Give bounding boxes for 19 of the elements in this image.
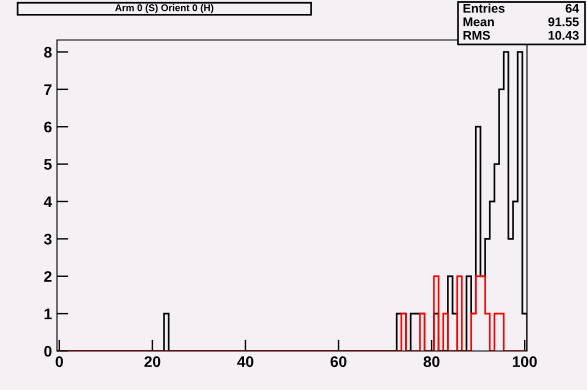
text: Entries 64 bbox=[464, 4, 580, 13]
y-tick-label: 2 bbox=[44, 271, 52, 282]
y-tick-label: 8 bbox=[44, 46, 52, 58]
text: RMS 10.43 bbox=[464, 30, 579, 40]
x-tick-label: 20 bbox=[144, 356, 160, 368]
y-tick-label: 5 bbox=[44, 159, 52, 170]
x-tick-label: 40 bbox=[237, 356, 254, 368]
y-tick-label: 4 bbox=[44, 196, 52, 208]
y-tick-label: 3 bbox=[44, 234, 52, 245]
y-tick-label: 6 bbox=[44, 122, 52, 132]
x-tick-label: 80 bbox=[424, 356, 440, 368]
text: Mean 91.55 bbox=[464, 17, 579, 26]
x-tick-label: 0 bbox=[56, 356, 63, 368]
y-tick-label: 1 bbox=[44, 308, 52, 320]
y-tick-label: 7 bbox=[44, 84, 52, 95]
chart-title: Arm 0 (S) Orient 0 (H) bbox=[115, 4, 214, 14]
x-tick-label: 100 bbox=[512, 356, 537, 368]
y-tick-label: 0 bbox=[44, 346, 52, 357]
x-tick-label: 60 bbox=[330, 356, 346, 368]
